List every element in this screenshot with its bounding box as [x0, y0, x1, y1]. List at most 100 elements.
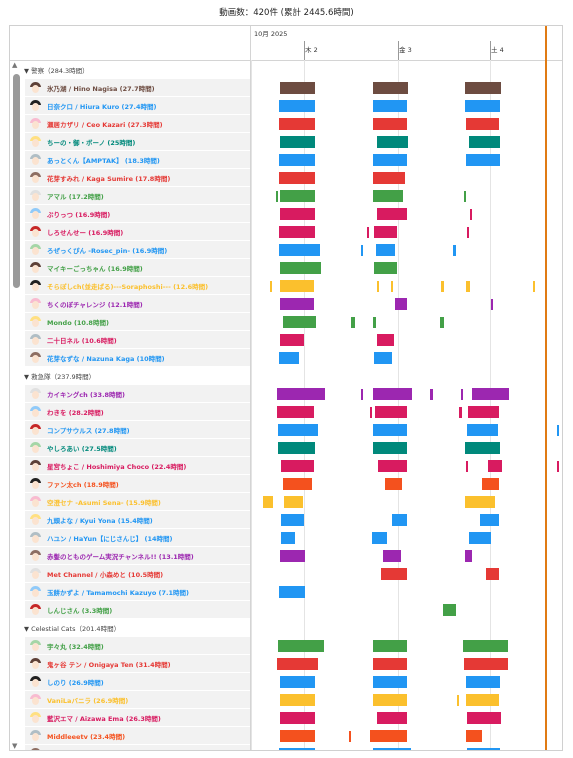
channel-label-cell[interactable]: 瀬居カザリ / Ceo Kazari (27.3時間)	[25, 115, 250, 133]
scroll-down-icon[interactable]: ▼	[12, 742, 18, 750]
channel-row[interactable]: ハユン / HaYun【にじさんじ】 (14時間)	[10, 529, 562, 547]
channel-label-cell[interactable]: ちくのぼチャレンジ (12.1時間)	[25, 295, 250, 313]
stream-bar[interactable]	[370, 730, 407, 742]
channel-row[interactable]: アマル (17.2時間)	[10, 187, 562, 205]
channel-row[interactable]: 花芽すみれ / Kaga Sumire (17.8時間)	[10, 169, 562, 187]
channel-name[interactable]: 氷乃湖 / Hino Nagisa (27.7時間)	[47, 85, 155, 93]
channel-row[interactable]: 氷乃湖 / Hino Nagisa (27.7時間)	[10, 79, 562, 97]
channel-label-cell[interactable]: 雨紋ゆうく / Amon Yuuku (20.2時間)	[25, 745, 250, 750]
channel-name[interactable]: 空澄セナ -Asumi Sena- (15.9時間)	[47, 499, 161, 507]
channel-row[interactable]: ファン太ch (18.9時間)	[10, 475, 562, 493]
stream-bar[interactable]	[278, 640, 324, 652]
channel-row[interactable]: ろぜっくぴん -Rosec_pin- (16.9時間)	[10, 241, 562, 259]
stream-bar[interactable]	[373, 118, 407, 130]
stream-bar[interactable]	[280, 694, 315, 706]
scrollbar[interactable]: ▲ ▼	[11, 60, 22, 750]
channel-name[interactable]: VaniLaバニラ (26.9時間)	[47, 697, 129, 705]
stream-bar[interactable]	[280, 262, 321, 274]
scrollbar-thumb[interactable]	[13, 74, 20, 288]
stream-bar[interactable]	[372, 532, 387, 544]
channel-label-cell[interactable]: しんじさん (3.3時間)	[25, 601, 250, 619]
stream-bar[interactable]	[283, 478, 312, 490]
channel-row[interactable]: コンプサウルス (27.8時間)	[10, 421, 562, 439]
channel-row[interactable]: 雨紋ゆうく / Amon Yuuku (20.2時間)	[10, 745, 562, 750]
stream-bar[interactable]	[280, 82, 315, 94]
group-header[interactable]: ▼ Celestial Cats（201.4時間）	[10, 619, 562, 637]
stream-bar[interactable]	[373, 317, 376, 328]
channel-name[interactable]: 星宮ちょこ / Hoshimiya Choco (22.4時間)	[47, 463, 187, 471]
channel-row[interactable]: 二十日ネル (10.6時間)	[10, 331, 562, 349]
channel-row[interactable]: 花芽なずな / Nazuna Kaga (10時間)	[10, 349, 562, 367]
channel-name[interactable]: 花芽すみれ / Kaga Sumire (17.8時間)	[47, 175, 171, 183]
channel-label-cell[interactable]: 二十日ネル (10.6時間)	[25, 331, 250, 349]
stream-bar[interactable]	[375, 406, 407, 418]
stream-bar[interactable]	[464, 191, 466, 202]
stream-bar[interactable]	[279, 226, 315, 238]
channel-row[interactable]: しんじさん (3.3時間)	[10, 601, 562, 619]
channel-name[interactable]: ちくのぼチャレンジ (12.1時間)	[47, 301, 143, 309]
channel-label-cell[interactable]: ぶりっつ (16.9時間)	[25, 205, 250, 223]
stream-bar[interactable]	[279, 118, 315, 130]
stream-bar[interactable]	[465, 82, 501, 94]
group-header[interactable]: ▼ 警察（284.3時間）	[10, 61, 562, 79]
stream-bar[interactable]	[461, 389, 463, 400]
stream-bar[interactable]	[533, 281, 535, 292]
stream-bar[interactable]	[466, 154, 500, 166]
channel-name[interactable]: 藍沢エマ / Aizawa Ema (26.3時間)	[47, 715, 161, 723]
stream-bar[interactable]	[557, 461, 559, 472]
stream-bar[interactable]	[457, 695, 459, 706]
channel-row[interactable]: わきを (28.2時間)	[10, 403, 562, 421]
stream-bar[interactable]	[281, 532, 295, 544]
channel-name[interactable]: Middleeetv (23.4時間)	[47, 733, 126, 741]
channel-label-cell[interactable]: 花芽なずな / Nazuna Kaga (10時間)	[25, 349, 250, 367]
stream-bar[interactable]	[465, 496, 495, 508]
stream-bar[interactable]	[279, 244, 320, 256]
channel-label-cell[interactable]: 九頭よな / Kyui Yona (15.4時間)	[25, 511, 250, 529]
stream-bar[interactable]	[280, 676, 315, 688]
stream-bar[interactable]	[373, 640, 407, 652]
stream-bar[interactable]	[279, 100, 315, 112]
stream-bar[interactable]	[466, 694, 499, 706]
channel-name[interactable]: 瀬居カザリ / Ceo Kazari (27.3時間)	[47, 121, 163, 129]
stream-bar[interactable]	[276, 191, 278, 202]
stream-bar[interactable]	[466, 118, 499, 130]
channel-label-cell[interactable]: Middleeetv (23.4時間)	[25, 727, 250, 745]
stream-bar[interactable]	[374, 352, 392, 364]
stream-bar[interactable]	[284, 496, 303, 508]
stream-bar[interactable]	[466, 730, 482, 742]
stream-bar[interactable]	[373, 658, 407, 670]
channel-label-cell[interactable]: 赤髪のとものゲーム実況チャンネル!! (13.1時間)	[25, 547, 250, 565]
channel-row[interactable]: VaniLaバニラ (26.9時間)	[10, 691, 562, 709]
stream-bar[interactable]	[280, 712, 315, 724]
stream-bar[interactable]	[377, 136, 408, 148]
stream-bar[interactable]	[377, 208, 407, 220]
channel-name[interactable]: カイキングch (33.8時間)	[47, 391, 126, 399]
channel-name[interactable]: Met Channel / 小森めと (10.5時間)	[47, 571, 164, 579]
stream-bar[interactable]	[374, 226, 397, 238]
channel-row[interactable]: ちくのぼチャレンジ (12.1時間)	[10, 295, 562, 313]
channel-row[interactable]: しのり (26.9時間)	[10, 673, 562, 691]
stream-bar[interactable]	[277, 658, 318, 670]
channel-row[interactable]: しろせんせー (16.9時間)	[10, 223, 562, 241]
channel-name[interactable]: アマル (17.2時間)	[47, 193, 104, 201]
stream-bar[interactable]	[351, 317, 355, 328]
channel-label-cell[interactable]: わきを (28.2時間)	[25, 403, 250, 421]
channel-row[interactable]: ちーの・御・ボーノ (25時間)	[10, 133, 562, 151]
stream-bar[interactable]	[280, 208, 315, 220]
channel-name[interactable]: マイキーごっちゃん (16.9時間)	[47, 265, 143, 273]
stream-bar[interactable]	[279, 154, 315, 166]
stream-bar[interactable]	[263, 496, 273, 508]
stream-bar[interactable]	[482, 478, 499, 490]
channel-row[interactable]: マイキーごっちゃん (16.9時間)	[10, 259, 562, 277]
stream-bar[interactable]	[453, 245, 456, 256]
stream-bar[interactable]	[377, 712, 407, 724]
stream-bar[interactable]	[466, 281, 470, 292]
stream-bar[interactable]	[381, 568, 407, 580]
stream-bar[interactable]	[467, 424, 498, 436]
stream-bar[interactable]	[443, 604, 456, 616]
stream-bar[interactable]	[281, 514, 304, 526]
channel-name[interactable]: Mondo (10.8時間)	[47, 319, 109, 327]
stream-bar[interactable]	[370, 407, 372, 418]
stream-bar[interactable]	[374, 262, 397, 274]
stream-bar[interactable]	[469, 532, 491, 544]
